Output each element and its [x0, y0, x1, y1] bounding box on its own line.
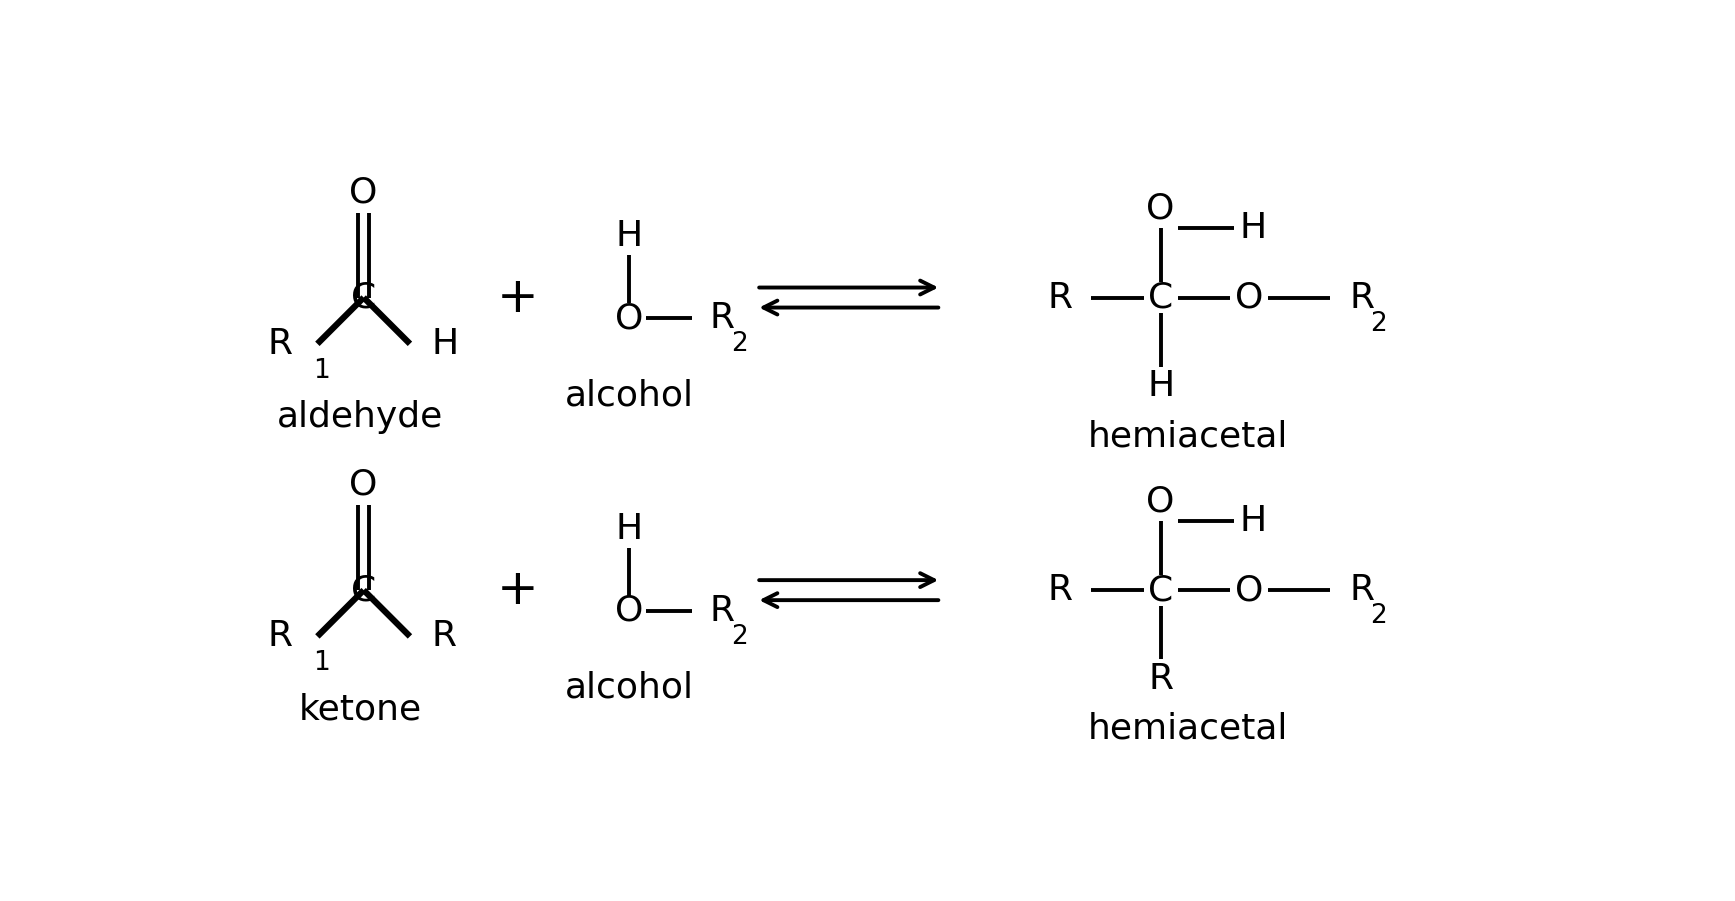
Text: H: H	[616, 512, 644, 545]
Text: alcohol: alcohol	[566, 378, 694, 413]
Text: +: +	[496, 274, 538, 322]
Text: +: +	[496, 566, 538, 614]
Text: R: R	[1149, 661, 1173, 696]
Text: aldehyde: aldehyde	[276, 400, 442, 434]
Text: O: O	[616, 301, 644, 335]
Text: 1: 1	[314, 358, 330, 384]
Text: O: O	[349, 468, 378, 502]
Text: ketone: ketone	[298, 693, 422, 726]
Text: R: R	[1046, 573, 1072, 607]
Text: 2: 2	[1371, 604, 1386, 629]
Text: C: C	[350, 573, 376, 607]
Text: O: O	[616, 594, 644, 628]
Text: R: R	[710, 594, 734, 628]
Text: 2: 2	[730, 332, 748, 358]
Text: H: H	[1239, 211, 1267, 245]
Text: 2: 2	[730, 624, 748, 650]
Text: R: R	[710, 301, 734, 335]
Text: H: H	[432, 327, 458, 360]
Text: R: R	[432, 619, 456, 653]
Text: C: C	[350, 280, 376, 314]
Text: R: R	[1350, 573, 1374, 607]
Text: alcohol: alcohol	[566, 671, 694, 705]
Text: 1: 1	[314, 651, 330, 677]
Text: O: O	[1235, 573, 1263, 607]
Text: O: O	[1235, 280, 1263, 314]
Text: R: R	[267, 619, 293, 653]
Text: R: R	[267, 327, 293, 360]
Text: hemiacetal: hemiacetal	[1088, 419, 1287, 453]
Text: C: C	[1149, 280, 1173, 314]
Text: hemiacetal: hemiacetal	[1088, 712, 1287, 746]
Text: O: O	[1147, 192, 1175, 226]
Text: R: R	[1046, 280, 1072, 314]
Text: 2: 2	[1371, 311, 1386, 337]
Text: H: H	[1239, 504, 1267, 538]
Text: H: H	[1147, 369, 1175, 403]
Text: H: H	[616, 219, 644, 253]
Text: C: C	[1149, 573, 1173, 607]
Text: O: O	[349, 175, 378, 209]
Text: O: O	[1147, 485, 1175, 519]
Text: R: R	[1350, 280, 1374, 314]
